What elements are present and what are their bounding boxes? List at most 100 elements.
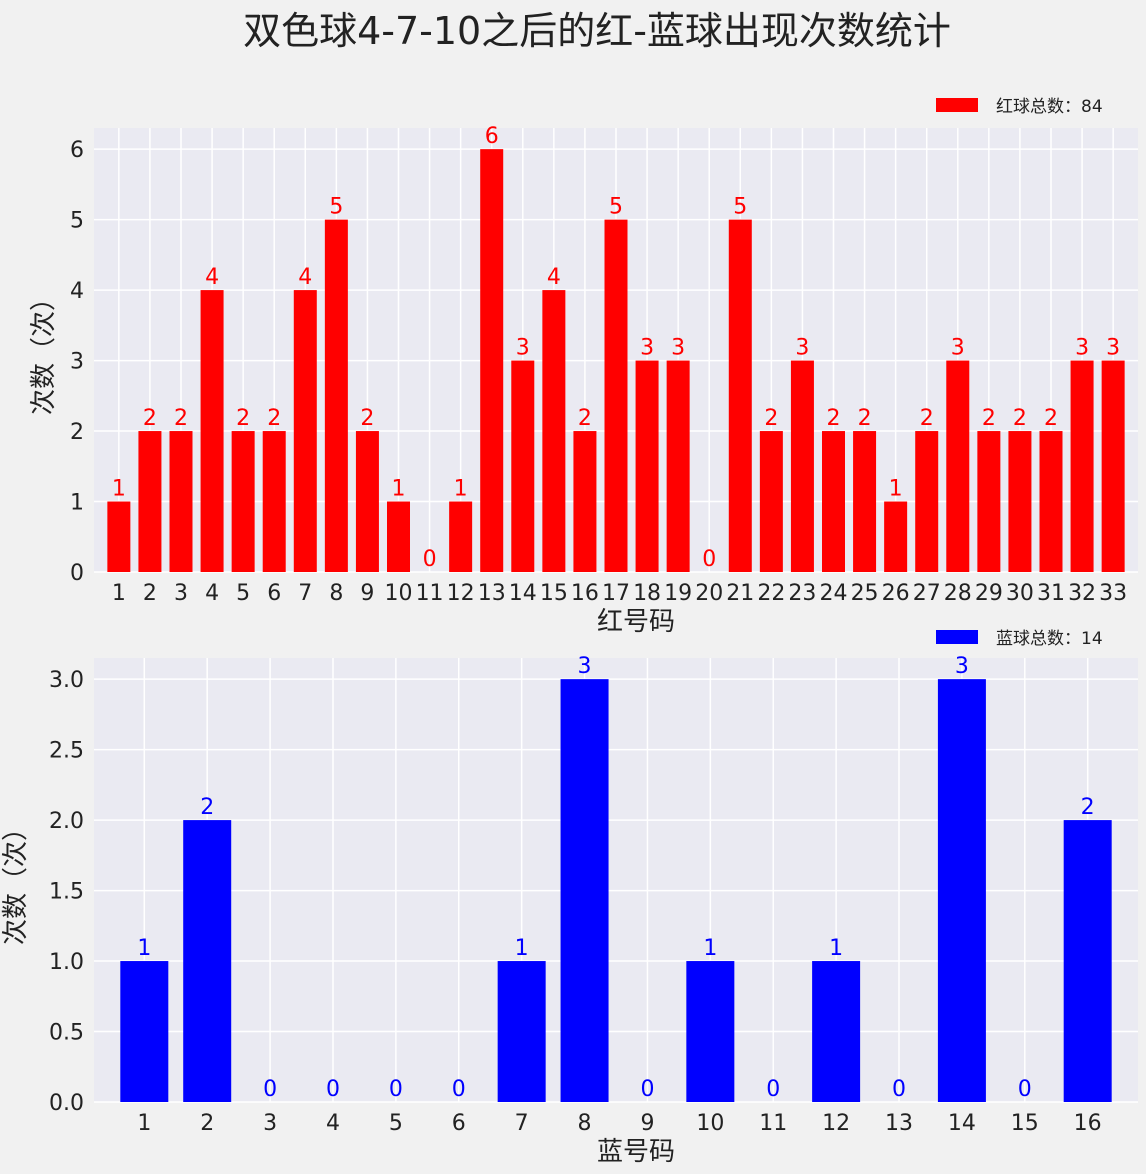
x-tick-label: 9: [640, 1111, 654, 1136]
y-tick-label: 0: [70, 561, 84, 586]
bar-value-label: 1: [515, 936, 529, 961]
bar: [511, 360, 535, 572]
bar-value-label: 3: [1075, 336, 1089, 361]
bar-value-label: 1: [392, 477, 406, 502]
legend-label: 红球总数：84: [996, 97, 1103, 117]
bar: [937, 679, 986, 1102]
x-tick-label: 13: [478, 581, 506, 606]
x-tick-label: 5: [236, 581, 250, 606]
bar-value-label: 3: [795, 336, 809, 361]
bar-value-label: 5: [733, 195, 747, 220]
bar: [1070, 360, 1094, 572]
x-tick-label: 16: [571, 581, 599, 606]
bar: [497, 961, 546, 1102]
y-tick-label: 2.5: [49, 739, 84, 764]
x-tick-label: 32: [1068, 581, 1096, 606]
y-tick-label: 0.5: [49, 1021, 84, 1046]
bar: [262, 431, 286, 572]
bar-value-label: 4: [205, 265, 219, 290]
bar-value-label: 0: [423, 547, 437, 572]
bar-value-label: 1: [454, 477, 468, 502]
legend: 红球总数：84: [936, 97, 1103, 117]
bar-value-label: 1: [703, 936, 717, 961]
bar-value-label: 6: [485, 124, 499, 149]
y-tick-label: 2.0: [49, 809, 84, 834]
legend-label: 蓝球总数：14: [996, 629, 1103, 649]
bar: [946, 360, 970, 572]
bar: [853, 431, 877, 572]
x-tick-label: 15: [540, 581, 568, 606]
x-tick-label: 15: [1011, 1111, 1039, 1136]
bar-value-label: 1: [137, 936, 151, 961]
bar: [120, 961, 169, 1102]
x-tick-label: 7: [298, 581, 312, 606]
x-tick-label: 17: [602, 581, 630, 606]
bar: [107, 501, 131, 572]
bar-value-label: 3: [578, 654, 592, 679]
bar: [183, 820, 232, 1102]
bar-value-label: 3: [640, 336, 654, 361]
x-tick-label: 3: [174, 581, 188, 606]
bar-value-label: 2: [236, 406, 250, 431]
bar-value-label: 2: [764, 406, 778, 431]
bar: [560, 679, 609, 1102]
x-tick-label: 29: [975, 581, 1003, 606]
x-tick-label: 28: [944, 581, 972, 606]
x-tick-label: 16: [1074, 1111, 1102, 1136]
bar-value-label: 0: [766, 1077, 780, 1102]
bar-value-label: 0: [892, 1077, 906, 1102]
bar-value-label: 5: [609, 195, 623, 220]
bar: [812, 961, 861, 1102]
y-tick-label: 3: [70, 350, 84, 375]
x-tick-label: 11: [416, 581, 444, 606]
x-tick-label: 5: [389, 1111, 403, 1136]
bar-value-label: 2: [174, 406, 188, 431]
x-tick-label: 19: [664, 581, 692, 606]
bar-value-label: 2: [1013, 406, 1027, 431]
bar-value-label: 2: [1081, 795, 1095, 820]
x-tick-label: 8: [578, 1111, 592, 1136]
bar: [666, 360, 690, 572]
x-tick-label: 8: [329, 581, 343, 606]
bar: [480, 149, 504, 572]
bar-value-label: 2: [827, 406, 841, 431]
bar: [1101, 360, 1125, 572]
bar-value-label: 0: [1018, 1077, 1032, 1102]
x-tick-label: 31: [1037, 581, 1065, 606]
y-tick-label: 1.5: [49, 880, 84, 905]
bar-value-label: 3: [671, 336, 685, 361]
bar-value-label: 3: [516, 336, 530, 361]
bar: [977, 431, 1001, 572]
x-tick-label: 27: [913, 581, 941, 606]
x-tick-label: 2: [143, 581, 157, 606]
x-tick-label: 6: [452, 1111, 466, 1136]
bar: [686, 961, 735, 1102]
x-tick-label: 2: [200, 1111, 214, 1136]
bar: [1008, 431, 1032, 572]
legend-swatch: [936, 98, 978, 112]
bar: [1039, 431, 1063, 572]
x-tick-label: 18: [633, 581, 661, 606]
x-tick-label: 30: [1006, 581, 1034, 606]
legend-swatch: [936, 630, 978, 644]
x-tick-label: 20: [695, 581, 723, 606]
bar: [573, 431, 597, 572]
x-tick-label: 3: [263, 1111, 277, 1136]
bar: [169, 431, 193, 572]
y-tick-label: 0.0: [49, 1091, 84, 1116]
y-tick-label: 5: [70, 209, 84, 234]
x-tick-label: 12: [822, 1111, 850, 1136]
bar: [822, 431, 845, 572]
x-tick-label: 14: [509, 581, 537, 606]
x-tick-label: 1: [137, 1111, 151, 1136]
chart-title: 双色球4-7-10之后的红-蓝球出现次数统计: [243, 9, 951, 53]
bar-value-label: 0: [702, 547, 716, 572]
x-tick-label: 22: [757, 581, 785, 606]
x-tick-label: 21: [726, 581, 754, 606]
y-tick-label: 1: [70, 491, 84, 516]
x-tick-label: 10: [385, 581, 413, 606]
bar: [200, 290, 224, 572]
bar: [449, 501, 473, 572]
